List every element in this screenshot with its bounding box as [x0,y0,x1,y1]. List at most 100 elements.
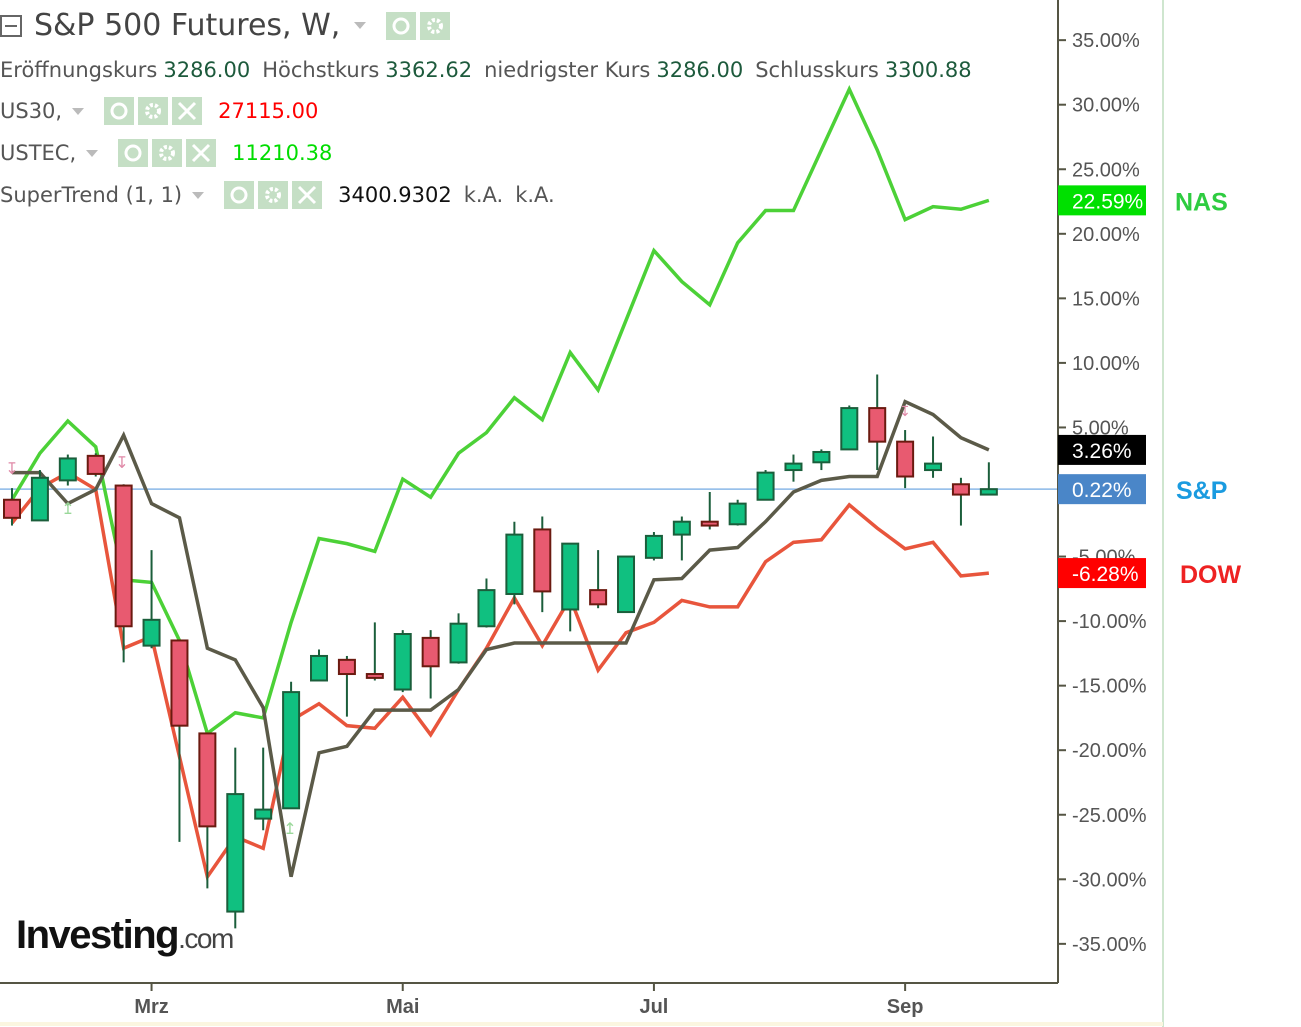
candle-body [365,673,384,679]
y-tick-label: -35.00% [1072,934,1147,956]
overlay-value: 3400.9302 [338,183,452,207]
logo: Investing.com [16,913,233,957]
sp-label: S&P [1176,477,1227,505]
y-tick-label: 25.00% [1072,159,1140,181]
eye-icon[interactable] [118,139,149,167]
chevron-down-icon[interactable] [354,22,367,29]
candle-body [672,520,691,536]
candle-body [868,407,887,443]
chevron-down-icon[interactable] [86,149,99,157]
overlay-value: 11210.38 [232,141,333,165]
overlay-us30: US30, 27115.00 [0,97,318,125]
high-label: Höchstkurs [262,58,380,82]
gear-icon[interactable] [138,97,169,125]
dow-label: DOW [1180,561,1242,589]
svg-text:↧: ↧ [115,453,128,472]
x-tick-label: Mrz [134,996,168,1018]
sp-badge-value: 0.22% [1072,479,1132,502]
candle-body [3,498,21,519]
y-tick-label: 5.00% [1072,417,1129,439]
gear-icon[interactable] [420,11,451,40]
candle-body [644,534,663,559]
gear-icon[interactable] [258,181,289,209]
candle-body [477,589,496,628]
open-value: 3286.00 [163,58,251,82]
supertrend-badge-value: 3.26% [1072,440,1132,463]
dow-badge [1058,558,1146,589]
close-icon[interactable] [186,139,217,167]
y-tick-label: 20.00% [1072,224,1140,246]
candle-body [728,502,747,526]
svg-text:↧: ↧ [899,404,911,420]
nas-badge-value: 22.59% [1072,190,1143,213]
overlay-extra: k.A. [515,183,555,207]
candle-body [58,457,77,482]
overlay-extra: k.A. [463,183,504,207]
candle-body [617,555,636,614]
y-tick-label: -20.00% [1072,740,1147,762]
candle-body [198,732,217,828]
candle-body [700,520,719,527]
chevron-down-icon[interactable] [72,107,85,115]
candle-body [840,407,859,451]
candle-body [337,658,356,676]
overlay-name: USTEC, [0,141,77,165]
overlay-name: SuperTrend (1, 1) [0,183,183,207]
candle-body [784,462,803,472]
low-value: 3286.00 [656,58,744,82]
nas-badge [1058,185,1146,216]
candle-body [421,636,440,668]
close-value: 3300.88 [884,58,972,82]
gear-icon[interactable] [152,139,183,167]
svg-text:↥: ↥ [61,499,74,518]
candle-body [282,691,301,810]
candle-body [896,440,915,478]
series-line-nas [10,85,990,737]
candle-body [561,542,580,611]
close-icon[interactable] [292,181,323,209]
candle-body [86,454,105,475]
candle-body [812,450,831,464]
candle-body [114,484,133,628]
eye-icon[interactable] [386,11,417,40]
y-tick-label: -10.00% [1072,611,1147,633]
chart-title: S&P 500 Futures, W, [34,8,341,43]
candle-body [310,654,329,682]
x-tick-label: Sep [887,996,924,1018]
candle-body [226,793,245,913]
candle-body [951,483,970,496]
series-line-supertrend [12,399,990,878]
overlay-name: US30, [0,99,63,123]
y-tick-label: -25.00% [1072,805,1147,827]
candle-body [533,528,552,593]
overlay-value: 27115.00 [218,99,319,123]
candle-body [979,488,998,496]
close-label: Schlusskurs [755,58,879,82]
overlay-supertrend: SuperTrend (1, 1) 3400.9302 k.A. k.A. [0,181,555,209]
supertrend-badge [1058,434,1146,465]
candle-body [170,639,189,727]
svg-text:↧: ↧ [5,459,18,478]
eye-icon[interactable] [224,181,255,209]
y-tick-label: 35.00% [1072,30,1140,52]
close-icon[interactable] [172,97,203,125]
candle-body [924,462,943,472]
candle-body [756,471,775,501]
candle-body [505,533,524,595]
y-tick-label: 30.00% [1072,95,1140,117]
ohlc-values: Eröffnungskurs 3286.00 Höchstkurs 3362.62 … [0,58,984,82]
svg-text:↥: ↥ [283,819,296,838]
x-tick-label: Mai [386,996,419,1018]
dow-badge-value: -6.28% [1072,563,1139,586]
y-tick-label: 15.00% [1072,288,1140,310]
open-label: Eröffnungskurs [0,58,158,82]
candle-body [30,476,49,522]
y-tick-label: -15.00% [1072,676,1147,698]
high-value: 3362.62 [385,58,473,82]
candle-body [393,633,412,691]
chevron-down-icon[interactable] [192,191,205,199]
collapse-icon[interactable] [0,14,22,37]
eye-icon[interactable] [104,97,135,125]
nas-label: NAS [1175,188,1228,216]
